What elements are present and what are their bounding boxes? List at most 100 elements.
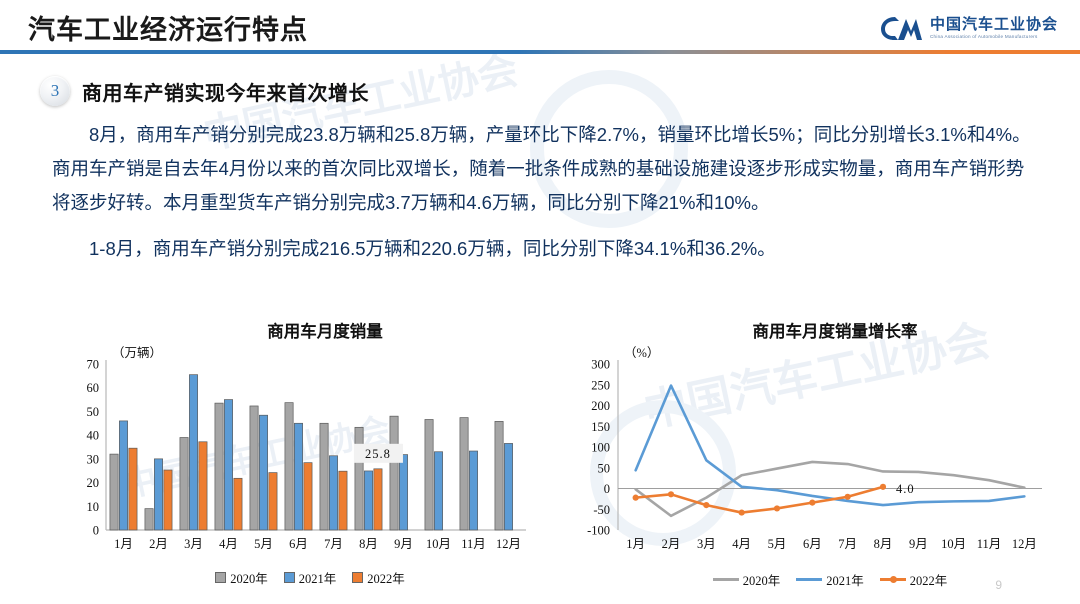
bar bbox=[179, 437, 189, 531]
line-series bbox=[634, 384, 1026, 507]
legend-item-2021[interactable]: 2021年 bbox=[796, 570, 864, 589]
svg-text:150: 150 bbox=[591, 420, 610, 434]
page-title: 汽车工业经济运行特点 bbox=[28, 15, 308, 45]
bar bbox=[144, 508, 154, 531]
legend-swatch-2021 bbox=[283, 572, 295, 583]
bar bbox=[424, 419, 434, 531]
svg-text:6月: 6月 bbox=[289, 537, 308, 551]
svg-text:5月: 5月 bbox=[768, 537, 787, 551]
bar-chart-legend: 2020年 2021年 2022年 bbox=[90, 568, 530, 587]
bar-chart-plot: 0 10 20 30 40 50 60 70 （万辆） 1月 2月 3月 4月 5月 6月 7月 8月 9月 10月… bbox=[87, 346, 526, 551]
bar bbox=[319, 422, 329, 531]
section-number-badge: 3 bbox=[40, 76, 70, 106]
bar bbox=[294, 422, 303, 531]
bar bbox=[284, 402, 294, 531]
legend-marker-2022 bbox=[889, 575, 897, 583]
svg-text:1月: 1月 bbox=[114, 537, 133, 551]
svg-text:4月: 4月 bbox=[219, 537, 238, 551]
legend-swatch-2022 bbox=[352, 572, 364, 583]
slide-header: 汽车工业经济运行特点 中国汽车工业协会 China Association of… bbox=[0, 0, 1080, 56]
line-marker bbox=[773, 505, 781, 512]
svg-text:8月: 8月 bbox=[359, 537, 378, 551]
bar bbox=[259, 414, 268, 531]
svg-text:0: 0 bbox=[93, 524, 99, 538]
bar bbox=[364, 470, 373, 531]
legend-label-2022: 2022年 bbox=[909, 574, 948, 588]
bar bbox=[249, 405, 259, 531]
legend-label-2021: 2021年 bbox=[298, 572, 337, 586]
svg-text:11月: 11月 bbox=[461, 537, 486, 551]
page-number: 9 bbox=[995, 578, 1002, 592]
bar-annotation-label: 25.8 bbox=[365, 447, 391, 461]
svg-text:12月: 12月 bbox=[1012, 537, 1037, 551]
association-logo: 中国汽车工业协会 China Association of Automobile… bbox=[879, 10, 1058, 46]
svg-text:9月: 9月 bbox=[394, 537, 413, 551]
svg-text:6月: 6月 bbox=[803, 537, 822, 551]
legend-item-2020[interactable]: 2020年 bbox=[712, 570, 781, 589]
line-marker bbox=[879, 483, 887, 490]
bar bbox=[504, 443, 513, 531]
section-title: 商用车产销实现今年来首次增长 bbox=[82, 82, 369, 105]
svg-text:70: 70 bbox=[87, 358, 100, 372]
svg-text:200: 200 bbox=[591, 399, 610, 413]
logo-chinese-name: 中国汽车工业协会 bbox=[929, 15, 1058, 33]
svg-text:0: 0 bbox=[604, 482, 610, 496]
bar bbox=[154, 458, 163, 531]
svg-text:8月: 8月 bbox=[874, 537, 893, 551]
legend-swatch-2020 bbox=[215, 572, 227, 583]
logo-english-name: China Association of Automobile Manufact… bbox=[929, 34, 1038, 40]
bar bbox=[338, 470, 348, 531]
bar bbox=[109, 453, 119, 531]
line-chart-container: 商用车月度销量增长率 300 250 200 150 100 50 0 -50 -100 （%） 1… bbox=[560, 318, 1050, 588]
header-divider bbox=[0, 50, 1080, 54]
svg-text:（%）: （%） bbox=[624, 346, 659, 360]
svg-text:7月: 7月 bbox=[324, 537, 343, 551]
line-marker bbox=[703, 502, 710, 509]
bar bbox=[399, 454, 408, 531]
bar bbox=[189, 374, 198, 531]
svg-text:60: 60 bbox=[87, 381, 100, 395]
line-chart-title: 商用车月度销量增长率 bbox=[752, 323, 918, 341]
paragraph-2: 1-8月，商用车产销分别完成216.5万辆和220.6万辆，同比分别下降34.1… bbox=[89, 238, 776, 259]
svg-text:（万辆）: （万辆） bbox=[112, 346, 162, 360]
svg-text:40: 40 bbox=[87, 429, 100, 443]
svg-text:1月: 1月 bbox=[626, 537, 645, 551]
line-series bbox=[634, 460, 1026, 518]
logo-text-block: 中国汽车工业协会 China Association of Automobile… bbox=[929, 15, 1058, 40]
svg-text:-100: -100 bbox=[587, 524, 610, 538]
legend-item-2022[interactable]: 2022年 bbox=[879, 570, 948, 589]
svg-text:9月: 9月 bbox=[909, 537, 928, 551]
svg-text:-50: -50 bbox=[593, 503, 610, 517]
paragraph-1: 8月，商用车产销分别完成23.8万辆和25.8万辆，产量环比下降2.7%，销量环… bbox=[52, 124, 1031, 213]
legend-item-2021[interactable]: 2021年 bbox=[283, 568, 337, 587]
bar bbox=[128, 447, 138, 531]
bar bbox=[373, 468, 383, 531]
svg-text:5月: 5月 bbox=[254, 537, 273, 551]
legend-line-2022 bbox=[879, 575, 906, 583]
legend-item-2020[interactable]: 2020年 bbox=[215, 568, 268, 587]
svg-text:11月: 11月 bbox=[977, 537, 1002, 551]
legend-label-2021: 2021年 bbox=[826, 574, 864, 588]
svg-text:4月: 4月 bbox=[732, 537, 751, 551]
svg-text:3月: 3月 bbox=[697, 537, 716, 551]
svg-text:20: 20 bbox=[87, 476, 100, 490]
line-chart-legend: 2020年 2021年 2022年 bbox=[610, 570, 1050, 589]
line-series bbox=[634, 485, 885, 514]
bar bbox=[268, 472, 278, 531]
bar-chart-container: 商用车月度销量 0 10 20 30 40 50 60 70 （万辆） 1月 2月 3月 4月 5月 6月 7… bbox=[60, 318, 530, 588]
svg-text:100: 100 bbox=[591, 441, 610, 455]
body-text: 8月，商用车产销分别完成23.8万辆和25.8万辆，产量环比下降2.7%，销量环… bbox=[52, 118, 1032, 272]
line-marker bbox=[809, 499, 816, 506]
bar bbox=[119, 420, 128, 531]
bar bbox=[459, 417, 469, 531]
bar bbox=[198, 441, 208, 531]
bar bbox=[224, 399, 233, 531]
svg-text:2月: 2月 bbox=[149, 537, 168, 551]
svg-text:50: 50 bbox=[87, 405, 100, 419]
bar bbox=[494, 421, 504, 531]
legend-item-2022[interactable]: 2022年 bbox=[352, 568, 405, 587]
svg-text:3月: 3月 bbox=[184, 537, 203, 551]
legend-label-2020: 2020年 bbox=[742, 574, 781, 588]
bar bbox=[389, 415, 399, 531]
